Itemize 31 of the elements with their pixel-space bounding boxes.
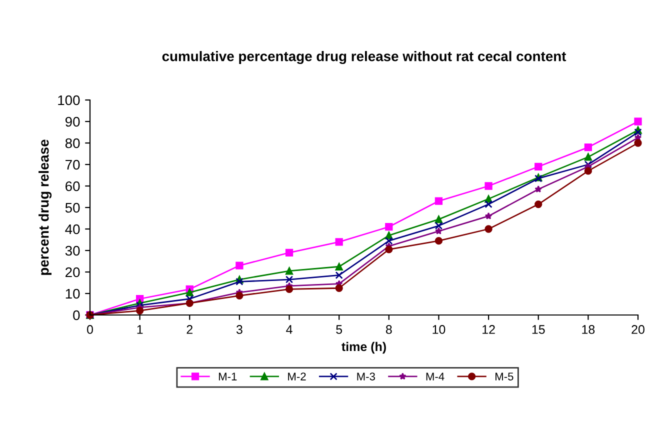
x-tick-label: 1 (137, 325, 143, 334)
y-axis-title: percent drug release (38, 140, 52, 275)
x-tick-label: 5 (336, 325, 342, 334)
x-tick-label: 2 (186, 325, 192, 334)
y-tick-label: 70 (66, 160, 80, 170)
x-tick-label: 18 (582, 325, 595, 334)
x-tick-label: 10 (432, 325, 446, 334)
y-tick-label: 100 (58, 95, 80, 106)
legend-label: M-3 (357, 372, 375, 380)
x-tick-label: 20 (632, 325, 644, 334)
y-tick-label: 60 (66, 181, 80, 192)
y-tick-label: 10 (66, 288, 80, 299)
y-tick-label: 20 (66, 267, 80, 278)
legend-label: M-1 (218, 372, 237, 380)
legend-label: M-2 (288, 372, 306, 380)
y-tick-label: 80 (65, 138, 80, 148)
y-tick-label: 0 (73, 310, 80, 320)
x-tick-label: 8 (386, 325, 392, 334)
y-tick-label: 30 (65, 246, 80, 256)
x-tick-label: 12 (482, 325, 495, 334)
y-tick-label: 40 (65, 224, 80, 234)
x-tick-label: 3 (236, 325, 242, 334)
x-tick-label: 4 (286, 325, 292, 334)
chart-title: cumulative percentage drug release without rat cecal content (162, 51, 566, 64)
y-tick-label: 50 (65, 202, 80, 213)
y-tick-label: 90 (65, 116, 80, 127)
x-tick-label: 15 (532, 325, 545, 334)
legend-label: M-4 (426, 372, 444, 380)
x-tick-label: 0 (87, 325, 93, 334)
legend-label: M-5 (496, 372, 514, 380)
x-axis-title: time (h) (342, 342, 386, 354)
